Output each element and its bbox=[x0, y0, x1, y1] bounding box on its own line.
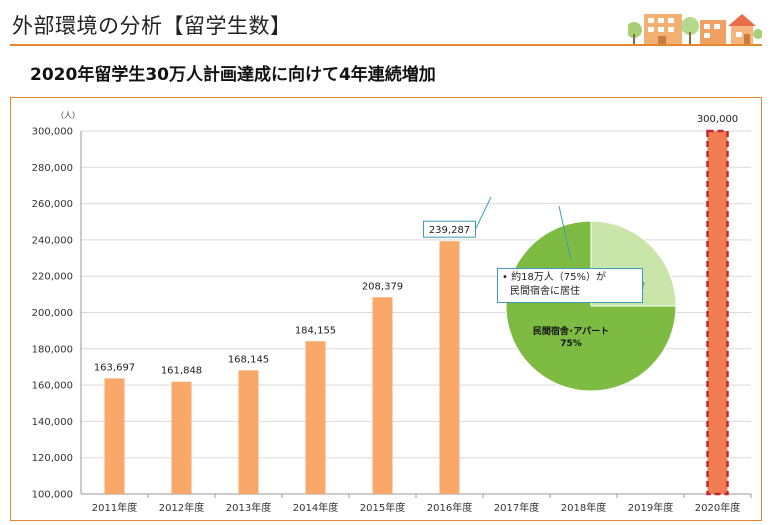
data-label: 208,379 bbox=[362, 281, 403, 292]
y-tick-label: 300,000 bbox=[32, 127, 73, 138]
student-count-chart: （人） 100,000 120,000 140,000 160,000 180,000 20… bbox=[32, 111, 752, 514]
data-label: 239,287 bbox=[429, 225, 470, 236]
bar bbox=[439, 241, 460, 494]
x-tick-label: 2017年度 bbox=[494, 501, 539, 514]
data-label: 161,848 bbox=[161, 366, 202, 377]
data-label: 163,697 bbox=[94, 362, 135, 373]
callout-line-1: • 約18万人（75%）が bbox=[502, 272, 607, 283]
y-axis-unit: （人） bbox=[56, 111, 80, 120]
y-tick-label: 220,000 bbox=[32, 272, 73, 283]
dormitory-callout: • 約18万人（75%）が 民間宿舎に居住 bbox=[497, 268, 643, 303]
x-tick-label: 2011年度 bbox=[92, 501, 137, 514]
bar bbox=[104, 378, 125, 494]
chart-subtitle: 2020年留学生30万人計画達成に向けて4年連続増加 bbox=[30, 65, 436, 85]
data-label: 300,000 bbox=[697, 114, 738, 125]
callout-pointer bbox=[558, 205, 572, 261]
bar-target bbox=[706, 129, 729, 496]
y-tick-label: 100,000 bbox=[32, 490, 73, 501]
bar bbox=[238, 370, 259, 494]
pie-label-name: 民間宿舎･アパート bbox=[533, 325, 609, 337]
bar bbox=[171, 381, 192, 494]
x-tick-label: 2019年度 bbox=[628, 501, 673, 514]
y-tick-label: 200,000 bbox=[32, 308, 73, 319]
x-tick-label: 2014年度 bbox=[293, 501, 338, 514]
x-tick-label: 2013年度 bbox=[226, 501, 271, 514]
chart-panel: （人） 100,000 120,000 140,000 160,000 180,000 20… bbox=[10, 97, 762, 521]
bar bbox=[305, 341, 326, 494]
y-tick-label: 160,000 bbox=[32, 381, 73, 392]
y-tick-label: 120,000 bbox=[32, 453, 73, 464]
x-tick-label: 2018年度 bbox=[561, 501, 606, 514]
data-label: 184,155 bbox=[295, 325, 336, 336]
x-tick-label: 2015年度 bbox=[360, 501, 405, 514]
x-tick-label: 2016年度 bbox=[427, 501, 472, 514]
leader-line bbox=[475, 196, 492, 230]
x-tick-label: 2020年度 bbox=[695, 501, 740, 514]
y-tick-label: 240,000 bbox=[32, 235, 73, 246]
bar bbox=[372, 297, 393, 494]
pie-label-pct: 75% bbox=[560, 339, 582, 349]
y-tick-label: 140,000 bbox=[32, 417, 73, 428]
title-divider bbox=[10, 44, 762, 46]
pie-slice bbox=[505, 220, 677, 392]
y-tick-label: 260,000 bbox=[32, 199, 73, 210]
y-tick-label: 180,000 bbox=[32, 344, 73, 355]
x-tick-label: 2012年度 bbox=[159, 501, 204, 514]
page-title: 外部環境の分析【留学生数】 bbox=[12, 14, 292, 38]
houses-illustration-icon bbox=[628, 14, 762, 44]
callout-line-2: 民間宿舎に居住 bbox=[510, 286, 580, 297]
y-tick-label: 280,000 bbox=[32, 163, 73, 174]
data-label: 168,145 bbox=[228, 354, 269, 365]
